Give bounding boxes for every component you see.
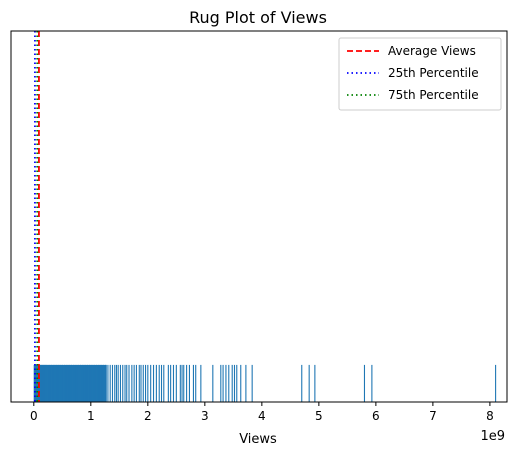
- x-tick-label: 1: [87, 409, 95, 423]
- reference-lines: [34, 31, 40, 402]
- x-tick-label: 5: [315, 409, 323, 423]
- x-tick-label: 2: [144, 409, 152, 423]
- plot-frame: [10, 30, 508, 403]
- legend-label: 25th Percentile: [388, 66, 479, 80]
- x-tick-label: 6: [372, 409, 380, 423]
- x-axis-label: Views: [239, 432, 277, 447]
- x-tick-label: 0: [30, 409, 38, 423]
- x-tick-label: 4: [258, 409, 266, 423]
- x-axis: 0 1 2 3 4 5 6 7 8: [30, 402, 494, 423]
- x-axis-offset-label: 1e9: [480, 429, 505, 444]
- rug-ticks: [33, 364, 497, 402]
- legend-label: Average Views: [388, 44, 476, 58]
- chart-title: Rug Plot of Views: [189, 8, 327, 27]
- x-tick-label: 8: [486, 409, 494, 423]
- legend-label: 75th Percentile: [388, 88, 479, 102]
- legend-box: [338, 37, 502, 111]
- x-tick-label: 3: [201, 409, 209, 423]
- legend: Average Views 25th Percentile 75th Percent…: [338, 37, 502, 111]
- x-tick-label: 7: [429, 409, 437, 423]
